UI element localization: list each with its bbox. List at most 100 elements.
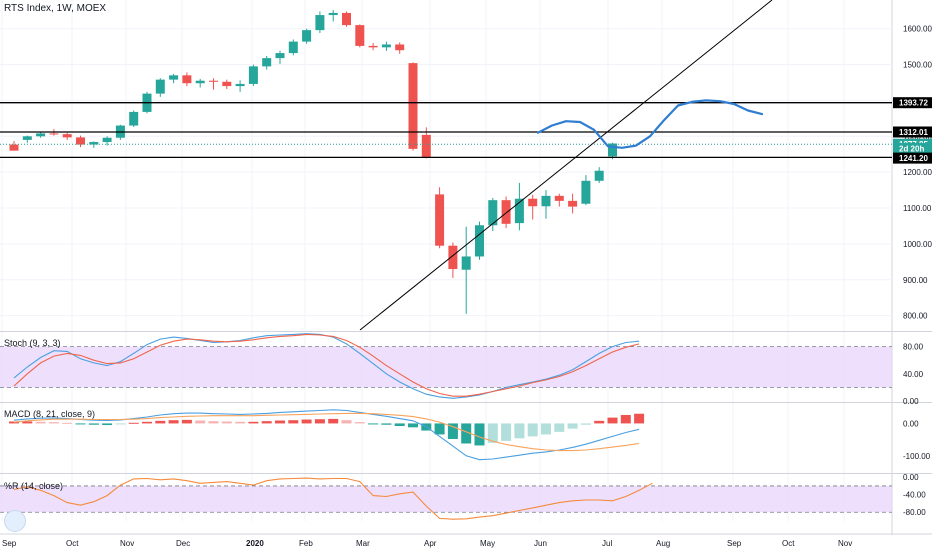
time-axis-label: Apr	[424, 539, 437, 548]
time-axis-label: Dec	[176, 539, 190, 548]
candle	[22, 136, 32, 140]
candle	[608, 143, 617, 157]
price-tick-label: 800.00	[903, 312, 928, 321]
macd-histogram-bar	[48, 422, 59, 424]
time-axis-label: May	[480, 539, 495, 548]
macd-histogram-bar	[75, 423, 86, 425]
macd-histogram-bar	[434, 423, 445, 435]
macd-histogram-bar	[275, 420, 285, 424]
macd-histogram-bar	[128, 422, 139, 424]
macd-histogram-bar	[620, 415, 631, 424]
macd-histogram-bar	[527, 423, 538, 437]
candle	[541, 195, 551, 207]
macd-histogram-bar	[142, 421, 152, 424]
candle	[568, 200, 578, 207]
price-label-bg	[893, 126, 932, 138]
macd-histogram-bar	[487, 423, 498, 443]
candle	[421, 134, 431, 158]
price-tick-label: 1000.00	[903, 240, 932, 249]
candle	[222, 81, 232, 87]
time-axis-label: Jun	[534, 539, 547, 548]
time-axis-label: Feb	[299, 539, 313, 548]
candle	[528, 198, 538, 207]
macd-histogram-bar	[634, 413, 645, 424]
candle	[129, 111, 139, 126]
macd-tick-label: 0.00	[903, 419, 919, 428]
macd-histogram-bar	[288, 420, 299, 424]
macd-histogram-bar	[541, 423, 551, 435]
candle	[248, 66, 258, 84]
wr-tick-label: 0.00	[903, 473, 919, 482]
candle	[355, 25, 365, 46]
candle	[448, 245, 458, 270]
williams-r-line	[13, 477, 653, 520]
macd-histogram-bar	[62, 422, 73, 424]
macd-histogram-bar	[22, 421, 33, 424]
candle	[155, 79, 165, 94]
macd-histogram-bar	[354, 422, 365, 424]
candle	[89, 142, 99, 145]
candle	[395, 44, 405, 51]
price-tick-label: 1200.00	[903, 168, 932, 177]
macd-histogram-bar	[314, 419, 325, 424]
macd-histogram-bar	[9, 421, 19, 424]
price-label: 1241.20	[899, 154, 928, 163]
macd-line	[13, 409, 640, 461]
price-label: 1393.72	[899, 99, 928, 108]
macd-histogram-bar	[341, 420, 352, 424]
macd-histogram-bar	[394, 423, 405, 427]
macd-histogram-bar	[474, 423, 485, 446]
macd-histogram-bar	[102, 423, 113, 426]
time-axis-label: Sep	[727, 539, 742, 548]
macd-histogram-bar	[35, 421, 46, 424]
price-label-bg	[893, 97, 932, 109]
macd-histogram-bar	[580, 423, 591, 425]
macd-histogram-bar	[261, 421, 272, 424]
macd-histogram-bar	[501, 423, 512, 441]
time-axis-label: Nov	[838, 539, 852, 548]
stoch-tick-label: 0.00	[903, 397, 919, 406]
candle	[169, 75, 179, 80]
time-axis-label: 2020	[246, 539, 264, 548]
macd-histogram-bar	[168, 420, 179, 424]
time-axis-label: Aug	[656, 539, 670, 548]
candle	[594, 170, 604, 181]
macd-histogram-bar	[221, 421, 232, 424]
candle	[342, 12, 351, 26]
time-axis-label: Jul	[602, 539, 612, 548]
macd-histogram-bar	[248, 421, 259, 424]
candle	[328, 12, 338, 16]
candle	[302, 30, 312, 42]
macd-histogram-bar	[368, 423, 379, 425]
stoch-tick-label: 40.00	[903, 370, 924, 379]
time-axis-label: Sep	[2, 539, 17, 548]
macd-histogram-bar	[447, 423, 458, 439]
macd-histogram-bar	[181, 419, 192, 424]
time-axis-label: Mar	[356, 539, 370, 548]
price-tick-label: 1600.00	[903, 25, 932, 34]
macd-tick-label: -100.00	[903, 452, 931, 461]
drawn-projection-path	[536, 99, 764, 149]
candle	[581, 180, 591, 204]
candle	[209, 80, 218, 82]
candle	[49, 133, 59, 135]
candle	[368, 45, 378, 48]
price-label: 2d 20h	[899, 145, 924, 154]
candle	[76, 137, 85, 145]
wr-band	[0, 485, 892, 513]
chart-title: RTS Index, 1W, MOEX	[4, 3, 107, 14]
tradingview-logo-icon[interactable]	[4, 510, 26, 532]
candle	[475, 225, 484, 257]
candle	[488, 200, 498, 226]
stoch-tick-label: 80.00	[903, 343, 924, 352]
macd-histogram-bar	[88, 423, 99, 425]
candle	[408, 63, 418, 149]
price-label-bg	[893, 152, 932, 164]
candle	[514, 198, 524, 224]
macd-histogram-bar	[514, 423, 525, 439]
macd-histogram-bar	[408, 423, 418, 428]
price-label: 1312.01	[899, 128, 928, 137]
trend-line	[359, 0, 773, 331]
